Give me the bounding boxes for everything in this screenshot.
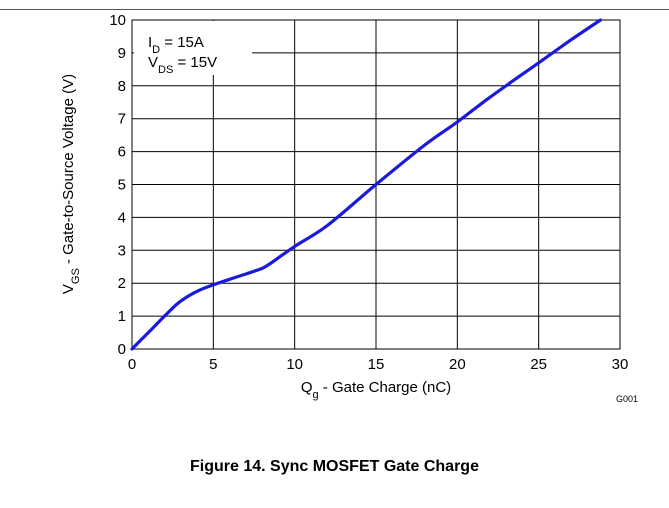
y-tick-label: 7 [118, 111, 126, 128]
y-tick-label: 1 [118, 308, 126, 325]
y-tick-labels: 0 1 2 3 4 5 6 7 8 9 10 [109, 12, 126, 358]
annotation-id: ID = 15A [148, 34, 204, 56]
y-tick-label: 4 [118, 209, 126, 226]
top-rule [0, 9, 669, 10]
y-tick-label: 8 [118, 78, 126, 95]
figure-caption: Figure 14. Sync MOSFET Gate Charge [190, 458, 479, 475]
annotation-vds: VDS = 15V [148, 54, 217, 76]
y-tick-label: 3 [118, 242, 126, 259]
y-tick-label: 0 [118, 341, 126, 358]
y-axis-title: VGS - Gate-to-Source Voltage (V) [60, 74, 82, 294]
y-tick-label: 6 [118, 144, 126, 161]
gate-charge-chart: 0 5 10 15 20 25 30 0 1 2 3 4 5 6 7 8 9 10 ID = 15A VDS =… [60, 12, 638, 404]
x-tick-label: 25 [530, 356, 547, 373]
x-tick-labels: 0 5 10 15 20 25 30 [128, 356, 629, 373]
x-tick-label: 30 [612, 356, 629, 373]
x-tick-label: 5 [209, 356, 217, 373]
plot-frame [131, 19, 621, 350]
y-tick-label: 9 [118, 45, 126, 62]
y-tick-label: 10 [109, 12, 126, 29]
x-tick-label: 15 [368, 356, 385, 373]
x-tick-label: 0 [128, 356, 136, 373]
annotation-box [134, 21, 252, 75]
x-tick-label: 20 [449, 356, 466, 373]
series-line [130, 18, 603, 351]
y-tick-label: 2 [118, 275, 126, 292]
y-tick-label: 5 [118, 177, 126, 194]
x-tick-label: 10 [286, 356, 303, 373]
figure-code: G001 [616, 394, 638, 404]
x-axis-title: Qg - Gate Charge (nC) [301, 379, 451, 401]
